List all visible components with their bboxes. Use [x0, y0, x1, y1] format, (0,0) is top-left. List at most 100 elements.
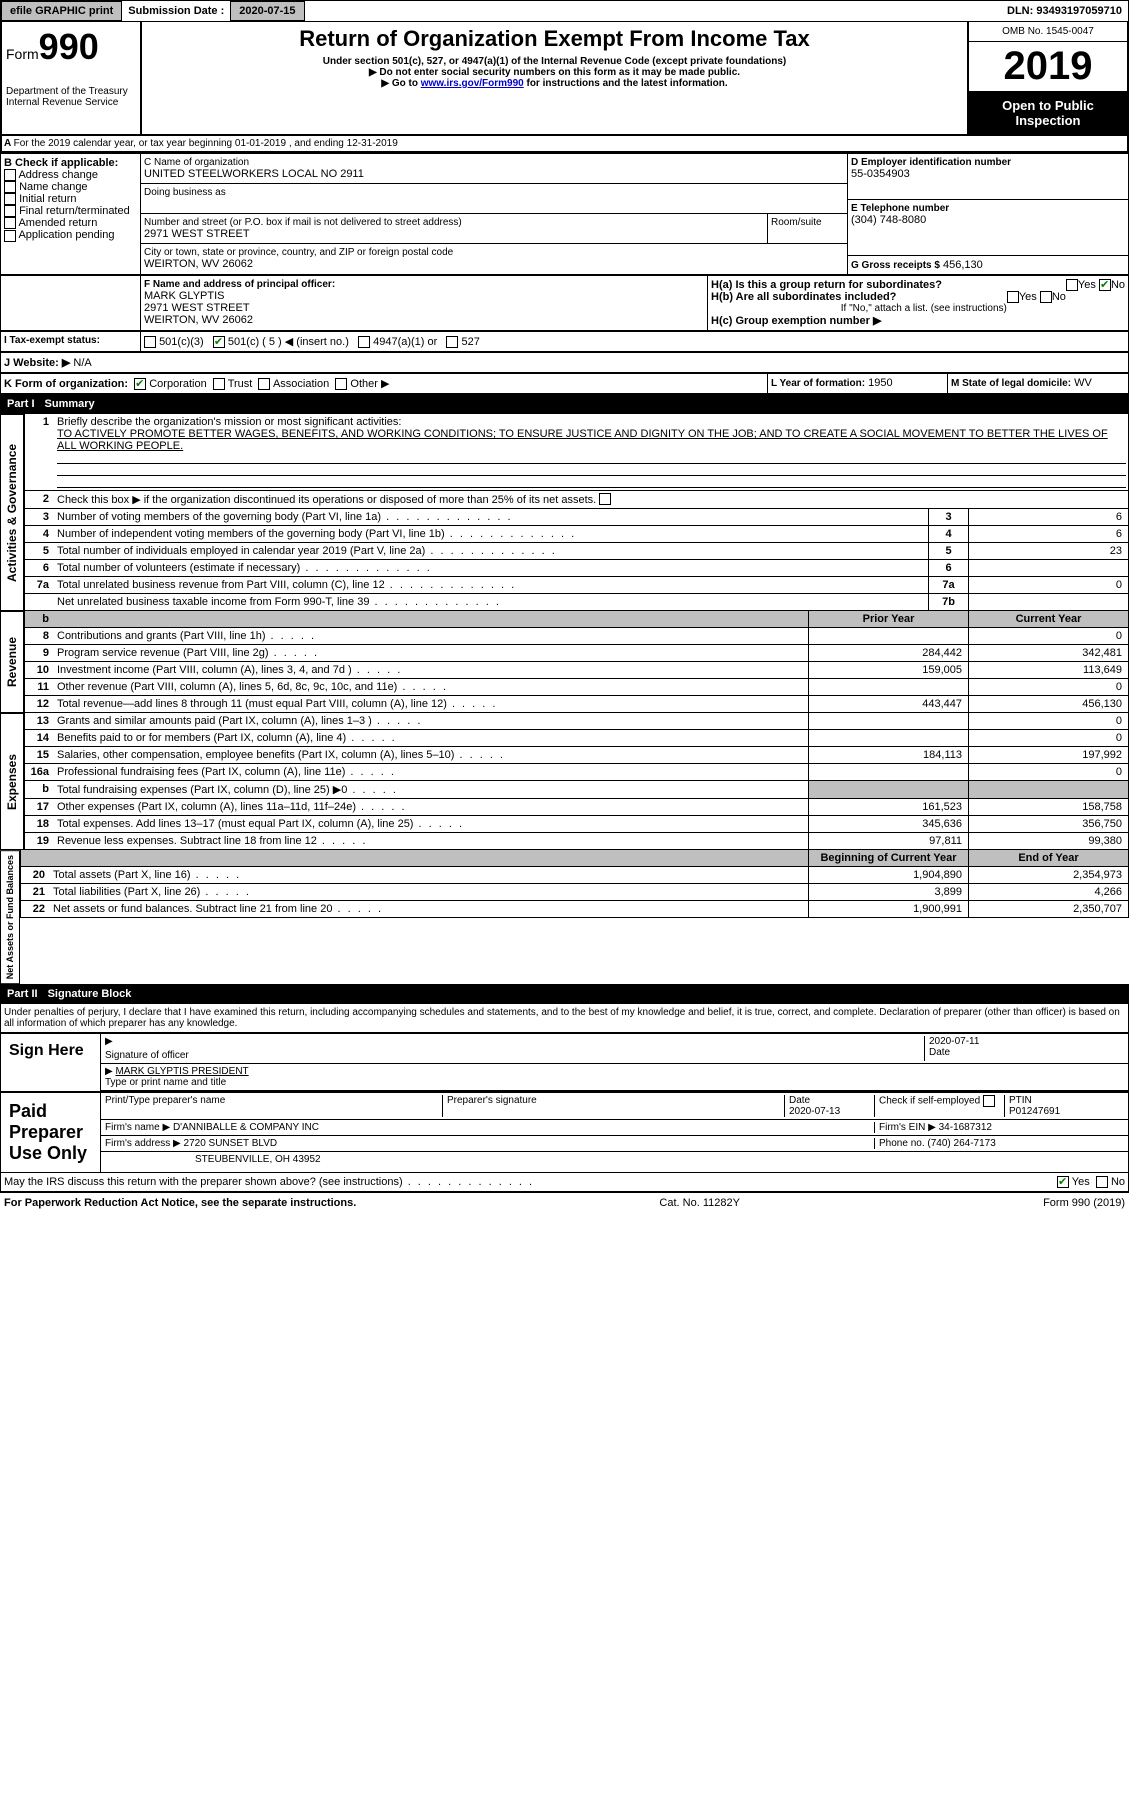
summary-row: 21Total liabilities (Part X, line 26)3,8…: [20, 884, 1129, 901]
street-label: Number and street (or P.O. box if mail i…: [144, 217, 764, 228]
summary-row: 4Number of independent voting members of…: [24, 526, 1129, 543]
officer-group-row: F Name and address of principal officer:…: [0, 275, 1129, 331]
tab-net-assets: Net Assets or Fund Balances: [0, 850, 20, 984]
summary-row: 18Total expenses. Add lines 13–17 (must …: [24, 816, 1129, 833]
tab-expenses: Expenses: [0, 713, 24, 850]
tax-exempt-row: I Tax-exempt status: 501(c)(3) 501(c) ( …: [0, 331, 1129, 352]
firm-address-2: STEUBENVILLE, OH 43952: [105, 1154, 1124, 1165]
checkbox-discontinued[interactable]: [599, 493, 611, 505]
checkbox-discuss-no[interactable]: [1096, 1176, 1108, 1188]
checkbox-501c3[interactable]: [144, 336, 156, 348]
h-c-label: H(c) Group exemption number ▶: [711, 314, 1125, 327]
officer-city: WEIRTON, WV 26062: [144, 314, 704, 326]
ptin-value: P01247691: [1009, 1106, 1060, 1117]
checkbox-corporation[interactable]: [134, 378, 146, 390]
ein-value: 55-0354903: [851, 168, 1125, 180]
section-b-label: B Check if applicable:: [4, 157, 137, 169]
summary-row: 6Total number of volunteers (estimate if…: [24, 560, 1129, 577]
checkbox-trust[interactable]: [213, 378, 225, 390]
top-bar: efile GRAPHIC print Submission Date : 20…: [0, 0, 1129, 22]
summary-row: 17Other expenses (Part IX, column (A), l…: [24, 799, 1129, 816]
checkbox-name-change[interactable]: [4, 181, 16, 193]
checkbox-4947[interactable]: [358, 336, 370, 348]
checkbox-application-pending[interactable]: [4, 230, 16, 242]
efile-print-button[interactable]: efile GRAPHIC print: [1, 1, 122, 21]
checkbox-other[interactable]: [335, 378, 347, 390]
checkbox-discuss-yes[interactable]: [1057, 1176, 1069, 1188]
sign-here-label: Sign Here: [1, 1034, 101, 1091]
dln: DLN: 93493197059710: [1007, 5, 1128, 17]
department-label: Department of the Treasury Internal Reve…: [6, 86, 136, 108]
part-2-header: Part IISignature Block: [0, 984, 1129, 1004]
checkbox-501c[interactable]: [213, 336, 225, 348]
expenses-section: Expenses 13Grants and similar amounts pa…: [0, 713, 1129, 850]
summary-row: 9Program service revenue (Part VIII, lin…: [24, 645, 1129, 662]
summary-row: 11Other revenue (Part VIII, column (A), …: [24, 679, 1129, 696]
revenue-section: Revenue bPrior YearCurrent Year 8Contrib…: [0, 611, 1129, 713]
summary-row: 5Total number of individuals employed in…: [24, 543, 1129, 560]
checkbox-amended-return[interactable]: [4, 217, 16, 229]
entity-info-row: B Check if applicable: Address change Na…: [0, 153, 1129, 275]
declaration-text: Under penalties of perjury, I declare th…: [0, 1004, 1129, 1033]
checkbox-association[interactable]: [258, 378, 270, 390]
subtitle-2: ▶ Do not enter social security numbers o…: [146, 67, 963, 78]
officer-name: MARK GLYPTIS: [144, 290, 704, 302]
checkbox-initial-return[interactable]: [4, 193, 16, 205]
may-discuss-row: May the IRS discuss this return with the…: [0, 1173, 1129, 1192]
h-a-label: H(a) Is this a group return for subordin…: [711, 279, 942, 291]
summary-row: 16aProfessional fundraising fees (Part I…: [24, 764, 1129, 781]
checkbox-hb-no[interactable]: [1040, 291, 1052, 303]
open-to-public-label: Open to Public Inspection: [969, 92, 1127, 134]
tab-activities-governance: Activities & Governance: [0, 414, 24, 611]
firm-ein: 34-1687312: [939, 1122, 992, 1133]
summary-row: Net unrelated business taxable income fr…: [24, 594, 1129, 611]
summary-row: 19Revenue less expenses. Subtract line 1…: [24, 833, 1129, 850]
subtitle-3: ▶ Go to www.irs.gov/Form990 for instruct…: [146, 78, 963, 89]
phone-value: (304) 748-8080: [851, 214, 1125, 226]
officer-name-title: MARK GLYPTIS PRESIDENT: [115, 1066, 248, 1077]
checkbox-address-change[interactable]: [4, 169, 16, 181]
formation-row: K Form of organization: Corporation Trus…: [0, 373, 1129, 394]
checkbox-ha-no[interactable]: [1099, 279, 1111, 291]
net-assets-section: Net Assets or Fund Balances Beginning of…: [0, 850, 1129, 984]
tab-revenue: Revenue: [0, 611, 24, 713]
submission-date-label: Submission Date :: [122, 5, 230, 17]
firm-name: D'ANNIBALLE & COMPANY INC: [173, 1122, 319, 1133]
h-b-label: H(b) Are all subordinates included?: [711, 291, 896, 303]
instructions-link[interactable]: www.irs.gov/Form990: [421, 78, 524, 89]
h-b-note: If "No," attach a list. (see instruction…: [711, 303, 1125, 314]
city-state-zip: WEIRTON, WV 26062: [144, 258, 844, 270]
summary-row: 22Net assets or fund balances. Subtract …: [20, 901, 1129, 918]
principal-officer-label: F Name and address of principal officer:: [144, 279, 704, 290]
checkbox-527[interactable]: [446, 336, 458, 348]
mission-statement: TO ACTIVELY PROMOTE BETTER WAGES, BENEFI…: [57, 428, 1108, 452]
gross-receipts-label: G Gross receipts $: [851, 260, 940, 271]
section-a: A For the 2019 calendar year, or tax yea…: [0, 136, 1129, 153]
summary-row: 13Grants and similar amounts paid (Part …: [24, 713, 1129, 730]
room-suite-label: Room/suite: [767, 214, 847, 243]
summary-row: 20Total assets (Part X, line 16)1,904,89…: [20, 867, 1129, 884]
summary-row: 12Total revenue—add lines 8 through 11 (…: [24, 696, 1129, 713]
org-name-label: C Name of organization: [144, 157, 844, 168]
form-title: Return of Organization Exempt From Incom…: [146, 26, 963, 52]
checkbox-ha-yes[interactable]: [1066, 279, 1078, 291]
firm-address-1: 2720 SUNSET BLVD: [184, 1138, 278, 1149]
submission-date: 2020-07-15: [230, 1, 304, 21]
checkbox-hb-yes[interactable]: [1007, 291, 1019, 303]
paid-preparer-block: Paid Preparer Use Only Print/Type prepar…: [0, 1092, 1129, 1173]
ein-label: D Employer identification number: [851, 157, 1125, 168]
summary-row: 14Benefits paid to or for members (Part …: [24, 730, 1129, 747]
phone-label: E Telephone number: [851, 203, 1125, 214]
subtitle-1: Under section 501(c), 527, or 4947(a)(1)…: [146, 56, 963, 67]
org-name: UNITED STEELWORKERS LOCAL NO 2911: [144, 168, 844, 180]
form-header: Form990 Department of the Treasury Inter…: [0, 22, 1129, 136]
checkbox-final-return[interactable]: [4, 205, 16, 217]
summary-row: 15Salaries, other compensation, employee…: [24, 747, 1129, 764]
tax-year: 2019: [969, 42, 1127, 92]
page-footer: For Paperwork Reduction Act Notice, see …: [0, 1192, 1129, 1213]
sign-here-block: Sign Here ▶Signature of officer 2020-07-…: [0, 1033, 1129, 1092]
checkbox-self-employed[interactable]: [983, 1095, 995, 1107]
summary-row: 10Investment income (Part VIII, column (…: [24, 662, 1129, 679]
officer-street: 2971 WEST STREET: [144, 302, 704, 314]
gross-receipts-value: 456,130: [943, 259, 983, 271]
